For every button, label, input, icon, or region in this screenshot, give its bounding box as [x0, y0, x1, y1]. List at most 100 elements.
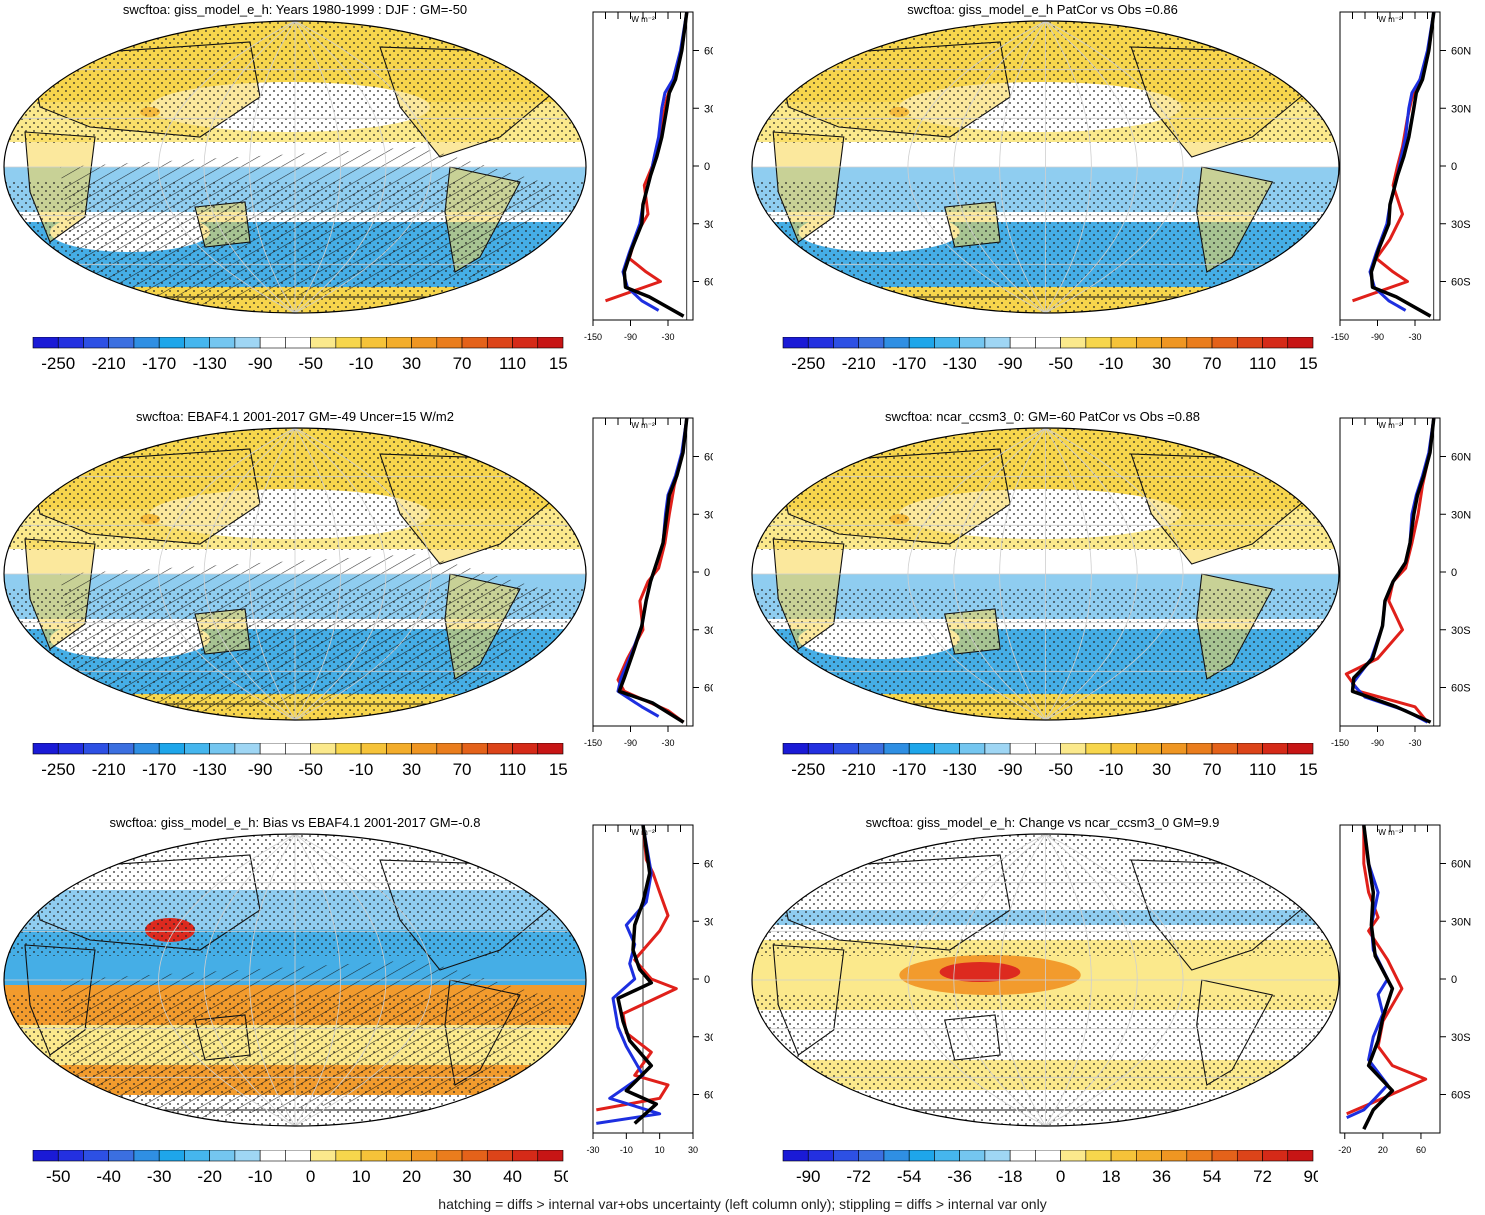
colorbar-label: 150	[1299, 760, 1318, 779]
colorbar-segment	[461, 743, 488, 755]
graticule-meridian	[294, 21, 432, 313]
bottom-tick-label: -30	[661, 738, 674, 748]
zonal-profile-6: W m⁻² -20 20 60 60N 30N 0 30S 60S	[1338, 824, 1471, 1155]
colorbar-segment	[782, 337, 809, 349]
colorbar-segment	[782, 1150, 809, 1162]
colorbar-label: -210	[842, 760, 876, 779]
profile-unit-label: W m⁻²	[631, 15, 655, 24]
lat-tick-label: 0	[1451, 974, 1457, 986]
lat-tick-label: 30S	[704, 219, 713, 231]
colorbar-label: -10	[248, 1167, 273, 1186]
graticule-meridian	[158, 834, 296, 1126]
lat-tick-label: 0	[704, 567, 710, 579]
colorbar-label: 90	[1304, 1167, 1318, 1186]
colorbar-label: -30	[147, 1167, 172, 1186]
graticule-meridian	[1045, 428, 1184, 720]
profile-line-black	[622, 11, 689, 318]
colorbar-segment	[108, 1150, 135, 1162]
bottom-tick-label: 20	[1378, 1145, 1388, 1155]
colorbar-label: 150	[549, 354, 568, 373]
map-outline	[3, 427, 587, 721]
lat-tick-label: 30S	[1451, 1032, 1471, 1044]
lat-tick-label: 30S	[704, 1032, 713, 1044]
graticule-meridian	[294, 834, 341, 1126]
colorbar-segment	[934, 743, 960, 755]
colorbar-segment	[436, 1150, 463, 1162]
colorbar-label: -210	[92, 760, 126, 779]
colorbar-segment	[512, 1150, 539, 1162]
colorbar-segment	[386, 1150, 412, 1162]
colorbar-segment	[1186, 1150, 1213, 1162]
colorbar-segment	[411, 743, 438, 755]
colorbar-segment	[461, 337, 488, 349]
change-hotspot	[939, 962, 1021, 982]
colorbar-5: -50 -40 -30 -20 -10 0 10 20 30 40 50	[32, 1150, 568, 1186]
profile-line-black	[616, 824, 659, 1125]
panel-title-2: swcftoa: giss_model_e_h PatCor vs Obs =0…	[907, 2, 1178, 17]
colorbar-label: -130	[193, 760, 227, 779]
lat-tick-label: 60S	[1451, 1090, 1471, 1102]
lat-tick-label: 30N	[1451, 103, 1471, 115]
lat-tick-label: 60S	[1451, 683, 1471, 695]
graticule-meridian	[953, 834, 1046, 1126]
colorbar-segment	[259, 743, 286, 755]
colorbar-label: -20	[197, 1167, 222, 1186]
colorbar-label: -50	[298, 760, 323, 779]
lat-tick-label: 60N	[1451, 46, 1471, 58]
graticule-meridian	[294, 834, 387, 1126]
colorbar-label: -54	[897, 1167, 922, 1186]
colorbar-segment	[360, 743, 387, 755]
colorbar-segment	[32, 743, 59, 755]
graticule-meridian	[249, 834, 296, 1126]
hatching-region	[60, 960, 560, 1126]
colorbar-segment	[1211, 337, 1238, 349]
colorbar-label: 36	[1152, 1167, 1171, 1186]
graticule-meridian	[294, 428, 432, 720]
colorbar-segment	[234, 1150, 261, 1162]
colorbar-segment	[1110, 743, 1137, 755]
colorbar-label: 40	[503, 1167, 522, 1186]
colorbar-segment	[310, 337, 337, 349]
figure-footnote: hatching = diffs > internal var+obs unce…	[438, 1196, 1047, 1212]
colorbar-segment	[234, 743, 261, 755]
colorbar-segment	[1287, 743, 1314, 755]
colorbar-label: -40	[96, 1167, 121, 1186]
graticule-meridian	[158, 428, 296, 720]
profile-line-black	[617, 417, 689, 724]
colorbar-segment	[335, 1150, 362, 1162]
colorbar-segment	[537, 337, 564, 349]
colorbar-label: -72	[846, 1167, 871, 1186]
colorbar-segment	[486, 743, 513, 755]
profile-unit-label: W m⁻²	[1378, 421, 1402, 430]
colorbar-label: -50	[46, 1167, 71, 1186]
lat-tick-label: 30N	[704, 916, 713, 928]
lat-tick-label: 0	[704, 974, 710, 986]
map-giss-patcor	[751, 20, 1340, 314]
graticule-meridian	[953, 21, 1046, 313]
colorbar-segment	[360, 337, 387, 349]
panel-title-1: swcftoa: giss_model_e_h: Years 1980-1999…	[122, 2, 468, 17]
colorbar-segment	[285, 337, 311, 349]
profile-line-black	[1369, 11, 1436, 318]
bottom-tick-label: -90	[1371, 738, 1384, 748]
bottom-tick-label: -150	[584, 332, 602, 342]
colorbar-segment	[436, 743, 463, 755]
colorbar-2: -250 -210 -170 -130 -90 -50 -10 30 70 110 150	[782, 337, 1318, 373]
bottom-tick-label: 30	[688, 1145, 698, 1155]
colorbar-label: 150	[549, 760, 568, 779]
profile-line-red	[1346, 825, 1428, 1116]
bottom-tick-label: -30	[1408, 738, 1421, 748]
colorbar-segment	[335, 743, 362, 755]
colorbar-label: 30	[1152, 354, 1171, 373]
colorbar-label: -170	[892, 760, 926, 779]
colorbar-label: 18	[1102, 1167, 1121, 1186]
colorbar-label: -130	[943, 354, 977, 373]
colorbar-label: 70	[1203, 760, 1222, 779]
zonal-profile-1: W m⁻² -150 -90 -30 60N 30N 0 30S 60S	[584, 11, 713, 342]
colorbar-label: 54	[1203, 1167, 1222, 1186]
graticule-meridian	[294, 21, 341, 313]
colorbar-segment	[486, 337, 513, 349]
colorbar-segment	[83, 1150, 110, 1162]
map-giss-model-djf	[3, 20, 587, 314]
profile-line-blue	[1346, 824, 1390, 1119]
